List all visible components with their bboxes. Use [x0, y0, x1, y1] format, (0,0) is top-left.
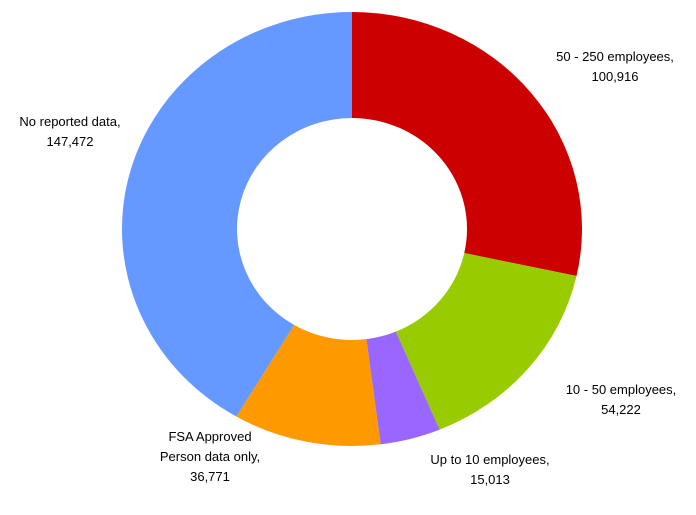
- donut-segment: [352, 12, 582, 277]
- category-label: FSA Approved Person data only,: [159, 429, 261, 464]
- donut-segment: [236, 324, 381, 446]
- segment-label: 10 - 50 employees, 54,222: [551, 380, 691, 420]
- value-label: 15,013: [470, 472, 510, 487]
- segment-label: FSA Approved Person data only, 36,771: [150, 427, 270, 487]
- category-label: Up to 10 employees,: [430, 452, 550, 467]
- category-label: 10 - 50 employees,: [565, 382, 677, 397]
- segment-label: No reported data, 147,472: [0, 112, 145, 152]
- donut-segment: [395, 253, 577, 430]
- donut-segment: [366, 331, 440, 445]
- value-label: 54,222: [601, 402, 641, 417]
- value-label: 36,771: [190, 469, 230, 484]
- segment-label: Up to 10 employees, 15,013: [405, 450, 575, 490]
- donut-segment: [121, 12, 352, 417]
- segment-label: 50 - 250 employees, 100,916: [535, 47, 695, 87]
- category-label: No reported data,: [19, 114, 121, 129]
- value-label: 147,472: [46, 134, 94, 149]
- category-label: 50 - 250 employees,: [556, 49, 674, 64]
- value-label: 100,916: [591, 69, 639, 84]
